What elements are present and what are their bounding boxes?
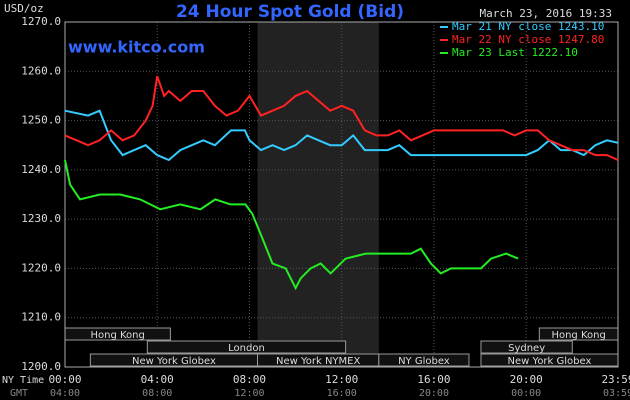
plot-frame <box>64 21 619 368</box>
session-label: Hong Kong <box>91 330 145 341</box>
x2-tick-label: 12:00 <box>234 388 264 399</box>
x2-tick-label: 20:00 <box>419 388 449 399</box>
website: www.kitco.com <box>68 38 205 57</box>
x-tick-label: 00:00 <box>48 373 81 386</box>
x-tick-label: 12:00 <box>325 373 358 386</box>
x2-tick-label: 04:00 <box>50 388 80 399</box>
x2-tick-label: 08:00 <box>142 388 172 399</box>
y-tick-label: 1270.0 <box>21 15 61 28</box>
session-box <box>146 340 347 354</box>
series-line <box>64 159 519 291</box>
session-label: Sydney <box>508 343 545 354</box>
series-line <box>64 75 619 161</box>
y-tick-label: 1240.0 <box>21 163 61 176</box>
session-box <box>378 353 470 367</box>
x-tick-label: 23:59 <box>601 373 630 386</box>
series-line <box>64 109 619 162</box>
session-label: Hong Kong <box>551 330 605 341</box>
x-axis-label: NY Time <box>2 375 44 386</box>
y-tick-label: 1200.0 <box>21 360 61 373</box>
x2-tick-label: 00:00 <box>511 388 541 399</box>
timestamp: March 23, 2016 19:33 <box>480 7 612 20</box>
legend-label: Mar 21 NY close 1243.10 <box>452 20 604 33</box>
legend-label: Mar 22 NY close 1247.80 <box>452 33 604 46</box>
x-tick-label: 08:00 <box>233 373 266 386</box>
session-label: NY Globex <box>398 356 450 367</box>
session-label: New York Globex <box>508 356 592 367</box>
shaded-region <box>257 22 379 367</box>
y-tick-label: 1260.0 <box>21 64 61 77</box>
y-tick-label: 1210.0 <box>21 311 61 324</box>
session-label: New York Globex <box>132 356 216 367</box>
chart-title: 24 Hour Spot Gold (Bid) <box>176 2 404 22</box>
session-label: New York NYMEX <box>276 356 361 367</box>
x2-tick-label: 16:00 <box>327 388 357 399</box>
session-box <box>480 340 573 354</box>
x-tick-label: 04:00 <box>141 373 174 386</box>
y-axis-label: USD/oz <box>4 2 44 15</box>
x2-tick-label: 03:59 <box>603 388 630 399</box>
session-label: London <box>228 343 265 354</box>
y-tick-label: 1230.0 <box>21 212 61 225</box>
legend-label: Mar 23 Last 1222.10 <box>452 46 578 59</box>
x-tick-label: 20:00 <box>510 373 543 386</box>
x-tick-label: 16:00 <box>417 373 450 386</box>
x2-axis-label: GMT <box>10 388 28 399</box>
y-tick-label: 1220.0 <box>21 261 61 274</box>
y-tick-label: 1250.0 <box>21 114 61 127</box>
